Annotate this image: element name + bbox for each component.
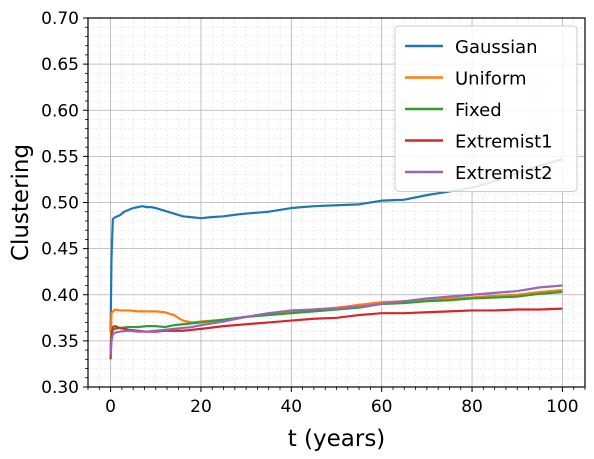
y-tick-label: 0.50 xyxy=(41,194,79,214)
x-tick-label: 100 xyxy=(546,397,578,417)
legend-label: Gaussian xyxy=(455,37,538,58)
series-line-gaussian xyxy=(109,158,563,332)
y-tick-label: 0.55 xyxy=(41,147,79,167)
x-tick-label: 20 xyxy=(190,397,212,417)
legend: Gaussian Uniform Fixed Extremist1 Extremist2 xyxy=(394,25,578,192)
y-axis-label: Clustering xyxy=(8,144,34,261)
x-tick-label: 60 xyxy=(371,397,393,417)
x-tick-label: 80 xyxy=(461,397,483,417)
y-tick-label: 0.35 xyxy=(41,332,79,352)
y-tick-label: 0.45 xyxy=(41,240,79,260)
y-tick-label: 0.70 xyxy=(41,9,79,29)
y-tick-label: 0.30 xyxy=(41,378,79,398)
ticks: 0 20 40 60 80 100 0.30 0.35 0.40 0.45 0.50 0.55 0.60… xyxy=(41,9,586,417)
legend-label: Uniform xyxy=(455,69,527,90)
legend-label: Extremist2 xyxy=(455,163,553,184)
x-tick-label: 40 xyxy=(280,397,302,417)
legend-label: Fixed xyxy=(455,100,502,121)
x-axis-label: t (years) xyxy=(288,426,386,452)
y-tick-label: 0.65 xyxy=(41,55,79,75)
legend-box xyxy=(394,25,578,192)
series-layer xyxy=(109,158,563,360)
legend-label: Extremist1 xyxy=(455,132,553,153)
series-line-extremist1 xyxy=(109,307,563,360)
series-line-extremist2 xyxy=(109,284,563,355)
y-tick-label: 0.40 xyxy=(41,286,79,306)
y-tick-label: 0.60 xyxy=(41,101,79,121)
x-tick-label: 0 xyxy=(105,397,116,417)
series-line-fixed xyxy=(109,290,563,351)
